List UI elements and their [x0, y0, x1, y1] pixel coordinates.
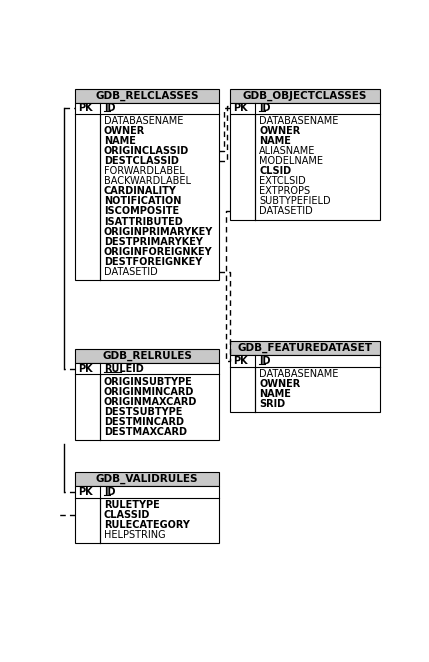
Text: OWNER: OWNER — [259, 379, 300, 389]
Text: ORIGINFOREIGNKEY: ORIGINFOREIGNKEY — [104, 246, 213, 257]
Text: OWNER: OWNER — [259, 126, 300, 136]
Text: ORIGINPRIMARYKEY: ORIGINPRIMARYKEY — [104, 226, 213, 236]
Text: GDB_RELRULES: GDB_RELRULES — [102, 351, 192, 361]
Text: NAME: NAME — [259, 389, 291, 399]
Bar — [76, 363, 219, 440]
Text: EXTPROPS: EXTPROPS — [259, 187, 310, 197]
Text: RULECATEGORY: RULECATEGORY — [104, 520, 190, 530]
Text: PK: PK — [79, 103, 93, 113]
Text: GDB_VALIDRULES: GDB_VALIDRULES — [96, 474, 198, 484]
Text: DESTPRIMARYKEY: DESTPRIMARYKEY — [104, 236, 203, 246]
Text: ISATTRIBUTED: ISATTRIBUTED — [104, 216, 183, 226]
Bar — [76, 349, 219, 363]
Text: DESTMAXCARD: DESTMAXCARD — [104, 427, 187, 437]
Text: HELPSTRING: HELPSTRING — [104, 530, 166, 540]
Text: GDB_OBJECTCLASSES: GDB_OBJECTCLASSES — [243, 91, 367, 101]
Text: SRID: SRID — [259, 399, 285, 409]
Text: DESTSUBTYPE: DESTSUBTYPE — [104, 406, 182, 416]
Text: EXTCLSID: EXTCLSID — [259, 177, 306, 187]
Text: DATABASENAME: DATABASENAME — [259, 369, 338, 379]
Bar — [76, 472, 219, 486]
Text: ALIASNAME: ALIASNAME — [259, 146, 315, 156]
Text: DESTCLASSID: DESTCLASSID — [104, 156, 179, 166]
Bar — [230, 89, 380, 103]
Text: FORWARDLABEL: FORWARDLABEL — [104, 166, 185, 177]
Text: ID: ID — [259, 103, 271, 113]
Text: PK: PK — [233, 103, 248, 113]
Text: ORIGINSUBTYPE: ORIGINSUBTYPE — [104, 377, 193, 387]
Text: CARDINALITY: CARDINALITY — [104, 187, 177, 197]
Text: PK: PK — [79, 363, 93, 373]
Text: ID: ID — [104, 103, 115, 113]
Text: CLASSID: CLASSID — [104, 510, 151, 520]
Text: NAME: NAME — [259, 136, 291, 146]
Text: DATABASENAME: DATABASENAME — [259, 117, 338, 126]
Text: ORIGINMAXCARD: ORIGINMAXCARD — [104, 397, 197, 406]
Bar — [76, 486, 219, 543]
Text: GDB_FEATUREDATASET: GDB_FEATUREDATASET — [238, 343, 373, 354]
Bar — [76, 103, 219, 279]
Text: OWNER: OWNER — [104, 126, 145, 136]
Text: DATASETID: DATASETID — [104, 267, 158, 277]
Text: MODELNAME: MODELNAME — [259, 156, 323, 166]
Text: ID: ID — [104, 487, 115, 496]
Bar — [230, 355, 380, 412]
Text: ORIGINMINCARD: ORIGINMINCARD — [104, 387, 194, 397]
Text: PK: PK — [79, 487, 93, 496]
Text: RULEID: RULEID — [104, 363, 144, 373]
Bar — [230, 341, 380, 355]
Text: DESTMINCARD: DESTMINCARD — [104, 416, 184, 427]
Text: DATABASENAME: DATABASENAME — [104, 117, 183, 126]
Text: RULETYPE: RULETYPE — [104, 500, 160, 510]
Text: DATASETID: DATASETID — [259, 207, 313, 216]
Text: PK: PK — [233, 356, 248, 366]
Text: NAME: NAME — [104, 136, 136, 146]
Text: ISCOMPOSITE: ISCOMPOSITE — [104, 207, 179, 216]
Text: NOTIFICATION: NOTIFICATION — [104, 197, 181, 207]
Text: DESTFOREIGNKEY: DESTFOREIGNKEY — [104, 257, 202, 267]
Text: ORIGINCLASSID: ORIGINCLASSID — [104, 146, 189, 156]
Text: BACKWARDLABEL: BACKWARDLABEL — [104, 177, 191, 187]
Bar — [76, 89, 219, 103]
Text: GDB_RELCLASSES: GDB_RELCLASSES — [95, 91, 199, 101]
Text: CLSID: CLSID — [259, 166, 291, 177]
Bar — [230, 103, 380, 220]
Text: SUBTYPEFIELD: SUBTYPEFIELD — [259, 197, 331, 207]
Text: ID: ID — [259, 356, 271, 366]
